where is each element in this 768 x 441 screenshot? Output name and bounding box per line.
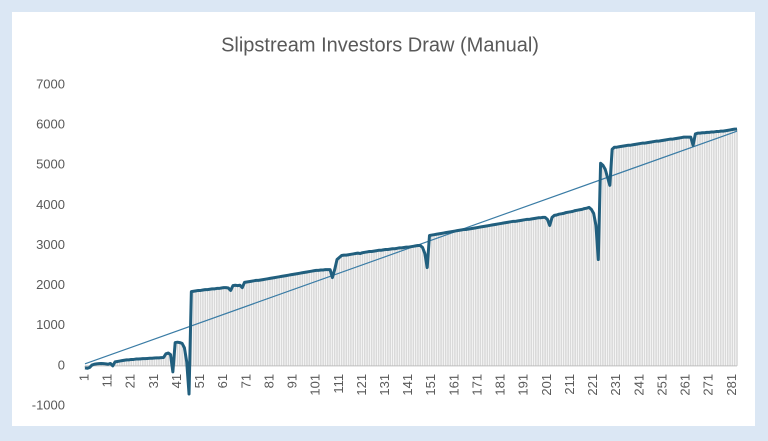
- x-tick-label: 51: [192, 374, 207, 388]
- x-tick-label: 231: [608, 374, 623, 396]
- x-tick-label: 111: [331, 374, 346, 394]
- y-tick-label: 3000: [36, 237, 65, 252]
- x-tick-label: 31: [146, 374, 161, 388]
- x-tick-label: 191: [516, 374, 531, 396]
- x-tick-label: 131: [377, 374, 392, 396]
- y-tick-label: 6000: [36, 117, 65, 132]
- x-tick-label: 81: [261, 374, 276, 388]
- x-tick-label: 1: [76, 374, 91, 381]
- x-tick-label: 61: [215, 374, 230, 388]
- line: [84, 127, 737, 396]
- chart: Slipstream Investors Draw (Manual) -1000…: [12, 12, 755, 426]
- x-tick-label: 281: [724, 374, 739, 396]
- chart-title: Slipstream Investors Draw (Manual): [221, 34, 539, 56]
- x-tick-label: 121: [354, 374, 369, 396]
- x-tick-label: 101: [308, 374, 323, 396]
- y-tick-label: -1000: [32, 397, 65, 412]
- y-tick-label: 2000: [36, 277, 65, 292]
- x-tick-label: 181: [493, 374, 508, 396]
- y-tick-label: 4000: [36, 197, 65, 212]
- x-tick-label: 11: [100, 374, 115, 388]
- x-tick-label: 21: [123, 374, 138, 388]
- x-tick-label: 201: [539, 374, 554, 396]
- y-tick-label: 0: [58, 357, 65, 372]
- y-tick-label: 5000: [36, 157, 65, 172]
- y-tick-label: 7000: [36, 76, 65, 91]
- x-tick-label: 71: [238, 374, 253, 388]
- x-tick-label: 151: [423, 374, 438, 396]
- x-tick-label: 211: [562, 374, 577, 395]
- x-tick-label: 141: [400, 374, 415, 396]
- x-tick-label: 91: [285, 374, 300, 388]
- x-tick-label: 241: [631, 374, 646, 396]
- x-tick-label: 271: [701, 374, 716, 396]
- x-tick-label: 41: [169, 374, 184, 388]
- x-tick-label: 261: [678, 374, 693, 396]
- x-tick-label: 251: [654, 374, 669, 396]
- x-tick-label: 161: [446, 374, 461, 396]
- x-tick-label: 221: [585, 374, 600, 396]
- x-tick-label: 171: [469, 374, 484, 396]
- y-tick-label: 1000: [36, 317, 65, 332]
